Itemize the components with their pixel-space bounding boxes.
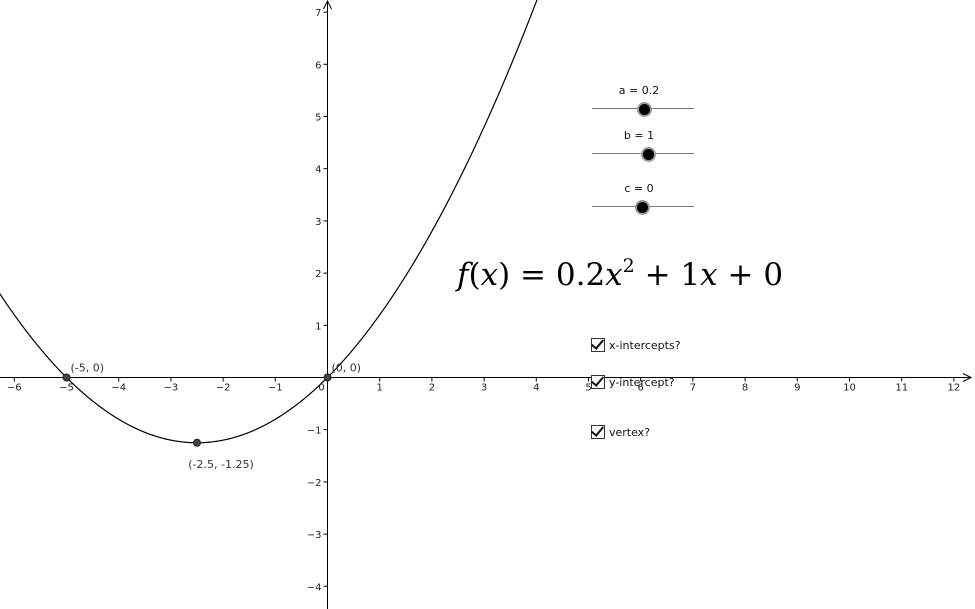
y-tick-label: 7 (315, 8, 321, 19)
y-tick-label: −4 (307, 582, 322, 593)
slider-b-knob[interactable] (641, 147, 656, 162)
y-intercept-checkbox-box[interactable] (590, 373, 605, 389)
x-tick-label: 0 (318, 383, 324, 394)
parabola-curve[interactable] (0, 0, 555, 444)
slider-a[interactable]: a = 0.2 (584, 84, 694, 124)
y-tick-label: 3 (315, 217, 321, 228)
tick-labels: −6 −5 −4 −3 −2 −1 0 1 2 3 4 5 6 7 8 9 10 11 12−4−3−2−11234… (7, 8, 960, 593)
x-tick-label: 7 (690, 383, 696, 394)
x-tick-label: 8 (742, 383, 748, 394)
x-tick-label: 12 (948, 383, 961, 394)
slider-a-label: a = 0.2 (618, 84, 660, 97)
slider-c-knob[interactable] (635, 200, 650, 215)
x-intercepts-checkbox-label: x-intercepts? (609, 338, 681, 352)
y-axis-arrow-icon (323, 0, 332, 10)
x-intercept-left-point[interactable] (62, 373, 71, 382)
x-tick-label: 4 (533, 383, 539, 394)
y-tick-label: 6 (315, 60, 321, 71)
x-intercepts-checkbox[interactable]: x-intercepts? (590, 336, 681, 353)
x-tick-label: −5 (59, 383, 74, 394)
y-intercept-checkbox[interactable]: y-intercept? (590, 373, 675, 390)
y-tick-label: 5 (315, 113, 321, 124)
checkmark-icon (590, 373, 605, 387)
slider-a-knob[interactable] (637, 102, 652, 117)
x-tick-label: 11 (895, 383, 908, 394)
vertex-label: (-2.5, -1.25) (188, 458, 254, 471)
graph-points[interactable]: (-5, 0) (0, 0) (-2.5, -1.25) (62, 362, 362, 471)
y-tick-label: −3 (307, 530, 322, 541)
x-intercept-left-label: (-5, 0) (71, 362, 105, 375)
vertex-checkbox-box[interactable] (590, 423, 605, 439)
y-tick-label: −2 (307, 478, 322, 489)
checkmark-icon (590, 423, 605, 437)
x-tick-label: −3 (164, 383, 179, 394)
x-tick-label: 3 (481, 383, 487, 394)
x-tick-label: 6 (638, 383, 644, 394)
x-tick-label: 10 (843, 383, 856, 394)
x-tick-label: −4 (111, 383, 126, 394)
vertex-checkbox[interactable]: vertex? (590, 423, 651, 440)
y-intercept-checkbox-label: y-intercept? (609, 375, 675, 389)
x-tick-label: 2 (429, 383, 435, 394)
x-tick-label: 5 (585, 383, 591, 394)
function-formula: f(x) = 0.2x2 + 1x + 0 (455, 255, 783, 293)
y-tick-label: 2 (315, 269, 321, 280)
origin-intercept-label: (0, 0) (332, 362, 362, 375)
checkmark-icon (590, 336, 605, 350)
y-tick-label: 1 (315, 321, 321, 332)
slider-b[interactable]: b = 1 (584, 129, 694, 169)
x-tick-label: −1 (268, 383, 283, 394)
x-tick-label: −2 (216, 383, 231, 394)
x-tick-label: 1 (377, 383, 383, 394)
origin-intercept-point[interactable] (323, 373, 332, 382)
vertex-checkbox-label: vertex? (609, 425, 651, 439)
x-tick-label: −6 (7, 383, 22, 394)
x-tick-label: 9 (794, 383, 800, 394)
slider-c[interactable]: c = 0 (584, 182, 694, 222)
y-tick-label: 4 (315, 165, 321, 176)
y-tick-label: −1 (307, 426, 322, 437)
slider-b-label: b = 1 (623, 129, 655, 142)
vertex-point[interactable] (193, 438, 201, 447)
x-axis-arrow-icon (962, 373, 973, 382)
x-intercepts-checkbox-box[interactable] (590, 336, 605, 352)
slider-c-label: c = 0 (624, 182, 654, 195)
